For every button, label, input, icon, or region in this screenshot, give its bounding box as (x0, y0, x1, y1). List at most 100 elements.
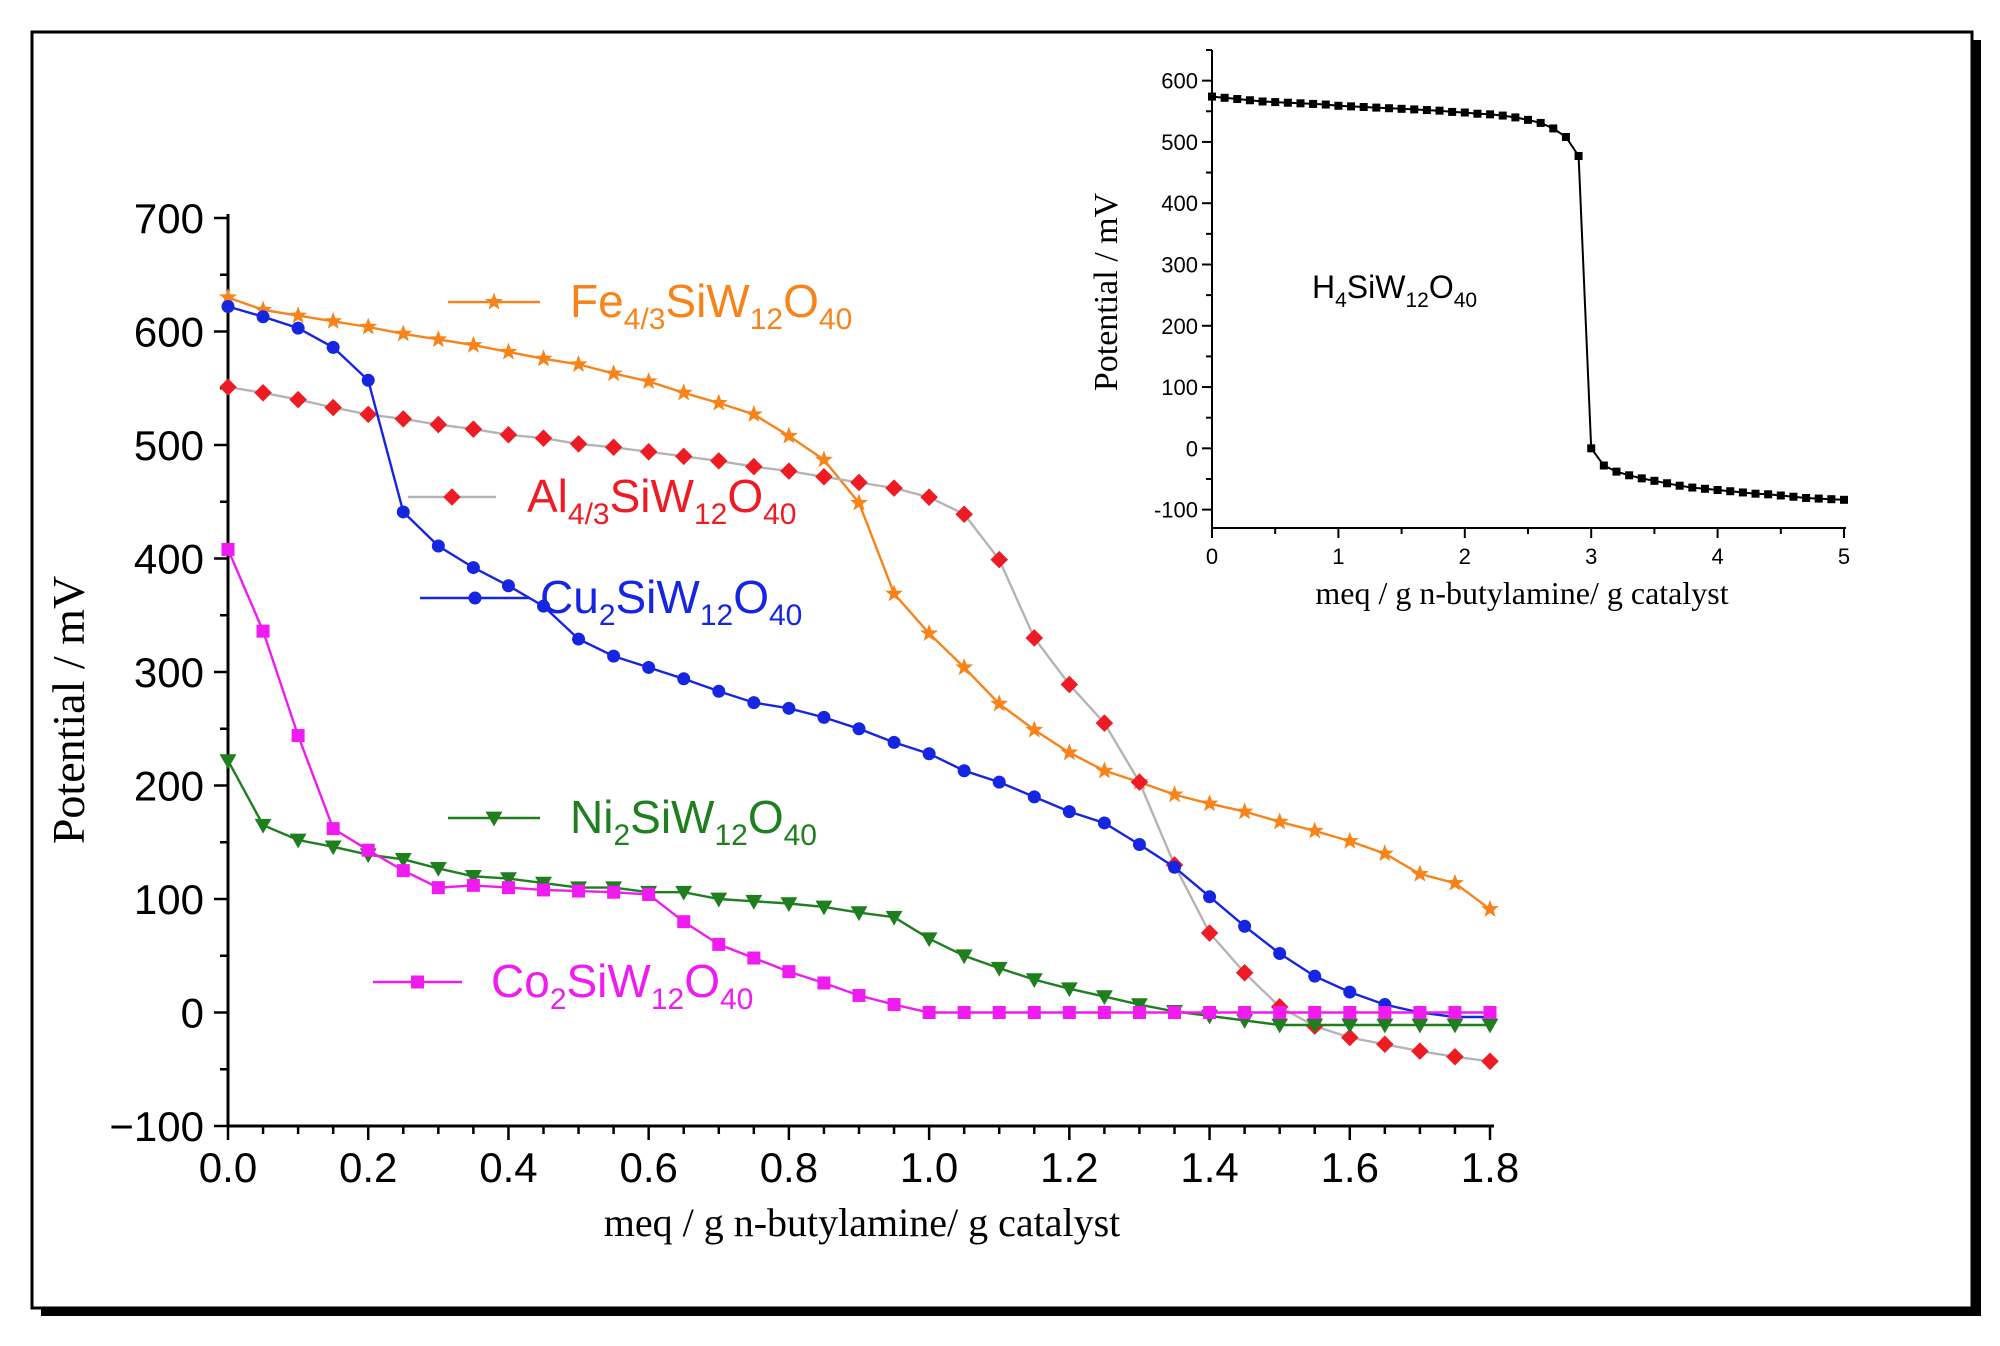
data-point (674, 447, 693, 466)
inset-x-tick-label: 5 (1838, 544, 1850, 569)
data-point (569, 354, 588, 373)
data-point (744, 404, 763, 422)
data-point (712, 684, 726, 698)
inset-annotation-end: O (1429, 269, 1454, 305)
data-point (1308, 969, 1322, 983)
data-point (817, 710, 831, 724)
legend-label-label_main: Co (491, 955, 550, 1007)
data-point (569, 435, 588, 453)
legend-label-label_sub3: 40 (784, 819, 817, 852)
legend-entry: Fe4/3SiW12O40 (448, 275, 852, 336)
inset-data-point (1637, 474, 1646, 483)
inset-data-point (1599, 461, 1608, 470)
data-point (852, 722, 866, 736)
inset-data-point (1612, 467, 1621, 476)
inset-data-point (1713, 486, 1722, 495)
y-tick-label: −100 (109, 1103, 204, 1150)
legend-label-label_sub3: 40 (769, 599, 802, 632)
data-point (885, 910, 903, 926)
inset-data-point (1511, 113, 1520, 122)
inset-data-point (1460, 108, 1469, 117)
inset-data-point (1233, 95, 1242, 104)
data-point (1168, 1006, 1181, 1019)
data-point (920, 623, 939, 642)
data-point (359, 405, 377, 424)
inset-y-tick-label: 300 (1161, 252, 1198, 277)
inset-data-point (1296, 99, 1305, 108)
data-point (499, 426, 518, 444)
inset-data-point (1688, 483, 1697, 492)
data-point (1132, 1006, 1146, 1019)
data-point (782, 965, 796, 979)
data-point (710, 892, 728, 908)
data-point (429, 330, 448, 348)
legend-label-label_sub2: 12 (700, 599, 733, 632)
data-point (1306, 1018, 1324, 1034)
inset-y-tick-label: 400 (1161, 191, 1198, 216)
data-point (1446, 1047, 1464, 1066)
data-point (922, 1006, 936, 1019)
data-point (466, 878, 480, 892)
legend-label-label_sub1: 2 (613, 819, 630, 852)
data-point (674, 383, 693, 401)
inset-data-point (1245, 96, 1254, 105)
inset-data-point (1587, 444, 1596, 453)
inset-data-point (1410, 105, 1419, 114)
data-point (221, 300, 235, 314)
inset-annotation-sub3: 40 (1454, 289, 1477, 312)
data-point (361, 843, 375, 857)
data-point (992, 1006, 1006, 1019)
data-point (747, 696, 761, 710)
data-point (607, 649, 621, 663)
data-point (957, 1006, 971, 1019)
data-point (1481, 1018, 1499, 1034)
legend-label-label_sub3: 40 (720, 983, 753, 1016)
data-point (429, 415, 448, 434)
data-point (464, 869, 482, 885)
data-point (1062, 1006, 1076, 1019)
inset-data-point (1258, 97, 1267, 106)
data-point (501, 881, 515, 895)
legend-label-label_main: Cu (540, 571, 599, 623)
data-point (780, 462, 798, 480)
inset-data-point (1561, 133, 1570, 142)
data-point (1097, 816, 1111, 830)
legend-label: Al4/3SiW12O40 (527, 470, 796, 531)
data-point (499, 342, 518, 360)
legend-label-label_end: O (684, 955, 720, 1007)
inset-data-point (1840, 495, 1848, 504)
data-point (1062, 805, 1076, 819)
inset-y-tick-label: 500 (1161, 130, 1198, 155)
data-point (1411, 1018, 1429, 1034)
data-point (990, 694, 1009, 712)
legend-label-label_mid: SiW (610, 470, 695, 522)
data-point (1273, 946, 1287, 960)
y-tick-label: 400 (134, 536, 204, 583)
inset-y-tick-label: 100 (1161, 375, 1198, 400)
data-point (537, 599, 550, 613)
x-tick-label: 1.2 (1040, 1144, 1098, 1191)
data-point (710, 452, 728, 470)
data-point (1375, 844, 1394, 862)
data-point (572, 884, 586, 898)
inset-data-point (1321, 100, 1330, 109)
inset-data-point (1675, 481, 1684, 490)
data-point (642, 660, 656, 674)
data-point (1273, 1006, 1287, 1019)
data-point (850, 473, 868, 492)
data-point (429, 862, 447, 877)
legend-entry: Al4/3SiW12O40 (408, 470, 796, 531)
legend-label-label_sub2: 12 (651, 983, 684, 1016)
data-point (920, 488, 938, 506)
data-point (466, 561, 480, 575)
data-point (1411, 1042, 1429, 1060)
inset-data-point (1663, 479, 1672, 488)
legend-label-label_sub2: 12 (714, 819, 747, 852)
inset-data-point (1309, 99, 1318, 108)
legend-label-label_sub2: 12 (750, 303, 783, 336)
data-point (291, 729, 305, 743)
data-point (992, 775, 1006, 789)
data-point (1445, 873, 1464, 891)
